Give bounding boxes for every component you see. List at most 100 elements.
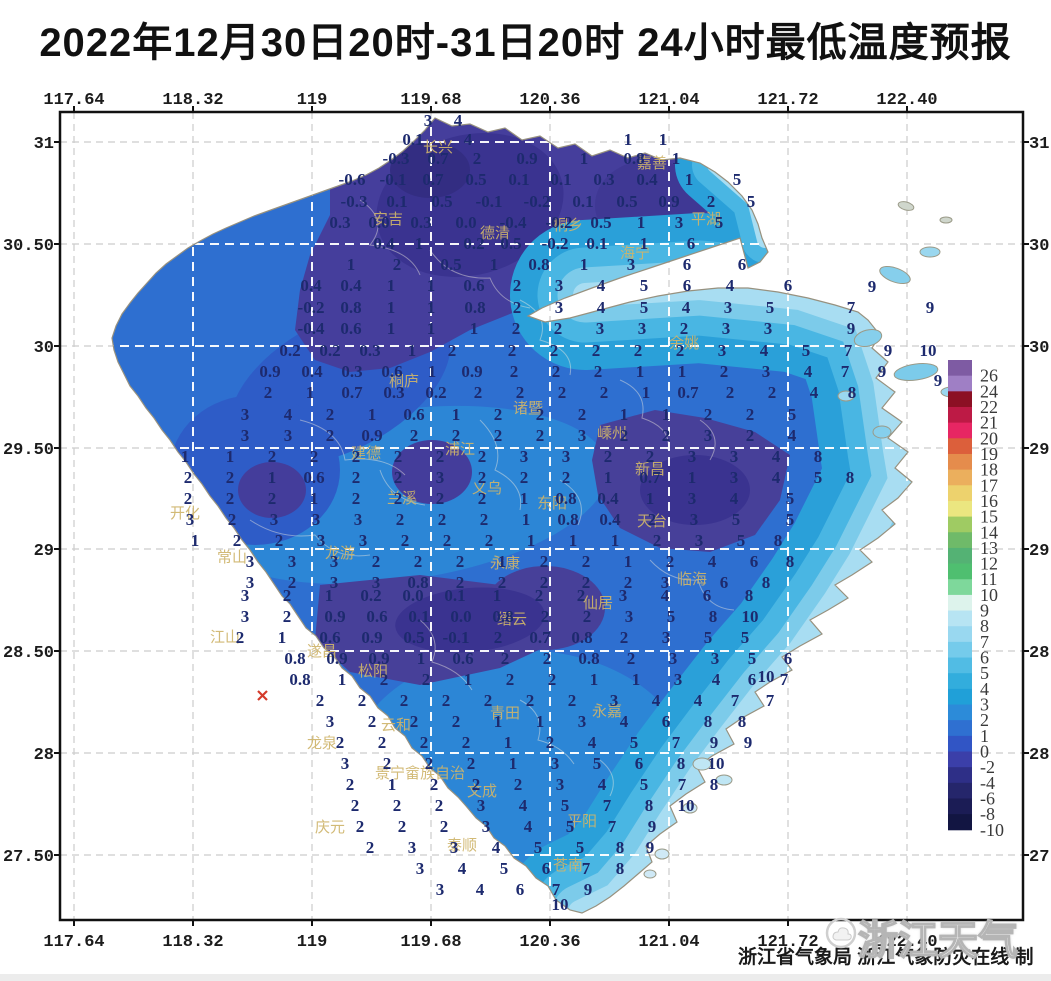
station-value: 2 xyxy=(676,341,685,360)
station-value: 5 xyxy=(737,531,746,550)
station-value: 2 xyxy=(513,298,522,317)
station-value: 2 xyxy=(467,754,476,773)
station-value: 1 xyxy=(624,130,633,149)
station-value: 0.9 xyxy=(658,192,679,211)
legend-value: 15 xyxy=(980,507,998,527)
legend-swatch xyxy=(948,391,972,408)
station-value: 5 xyxy=(640,276,649,295)
station-value: 1 xyxy=(310,489,319,508)
city-label: 浦江 xyxy=(445,441,475,458)
station-value: 1 xyxy=(636,362,645,381)
station-value: 0.5 xyxy=(431,192,452,211)
city-label: 临海 xyxy=(677,571,707,588)
station-value: 4 xyxy=(284,405,293,424)
station-value: 3 xyxy=(722,319,731,338)
legend-swatch xyxy=(948,500,972,518)
station-value: 1 xyxy=(611,531,620,550)
station-value: 1 xyxy=(624,552,633,571)
legend-swatch xyxy=(948,814,972,831)
station-value: 3 xyxy=(675,213,684,232)
station-value: 5 xyxy=(786,489,795,508)
station-value: 0.3 xyxy=(410,213,431,232)
legend-swatch xyxy=(948,688,972,706)
station-value: 0.8 xyxy=(492,607,513,626)
station-value: 3 xyxy=(317,531,326,550)
station-value: 3 xyxy=(690,510,699,529)
station-value: 2 xyxy=(226,489,235,508)
station-value: 5 xyxy=(566,817,575,836)
station-value: 1 xyxy=(536,712,545,731)
station-value: 2 xyxy=(351,796,360,815)
station-value: 6 xyxy=(542,859,551,878)
legend-swatch xyxy=(948,735,972,752)
station-value: 2 xyxy=(372,552,381,571)
city-label: 遂昌 xyxy=(307,643,337,660)
station-value: 2 xyxy=(336,733,345,752)
legend-swatch xyxy=(948,375,972,392)
station-value: 4 xyxy=(598,775,607,794)
station-value: 3 xyxy=(578,426,587,445)
y-tick-label: 30.50 xyxy=(3,237,54,256)
station-value: 3 xyxy=(578,712,587,731)
station-value: 4 xyxy=(492,838,501,857)
station-value: 2 xyxy=(600,383,609,402)
station-value: 2 xyxy=(430,775,439,794)
station-value: 4 xyxy=(712,670,721,689)
station-value: 2 xyxy=(582,552,591,571)
station-value: 2 xyxy=(514,775,523,794)
station-value: 7 xyxy=(731,691,740,710)
station-value: 4 xyxy=(458,859,467,878)
station-value: 0.2 xyxy=(463,234,484,253)
station-value: 5 xyxy=(786,510,795,529)
y-tick-label: 31 xyxy=(34,135,54,154)
station-value: 0.9 xyxy=(326,649,347,668)
station-value: 8 xyxy=(786,552,795,571)
station-value: 3 xyxy=(764,319,773,338)
station-value: 6 xyxy=(748,670,757,689)
y-tick-label: 28.50 xyxy=(3,644,54,663)
legend-swatch xyxy=(948,469,972,486)
legend-swatch xyxy=(948,485,972,502)
station-value: 8 xyxy=(848,383,857,402)
station-value: 9 xyxy=(868,277,877,296)
station-value: 0.8 xyxy=(555,489,576,508)
station-value: 4 xyxy=(694,691,703,710)
station-value: 1 xyxy=(427,319,436,338)
legend-swatch xyxy=(948,422,972,439)
legend-swatch xyxy=(948,610,972,627)
station-value: 9 xyxy=(847,319,856,338)
legend-value: 21 xyxy=(980,413,998,433)
temperature-legend: 2624222120191817161514131211109876543210… xyxy=(948,360,1004,840)
legend-swatch xyxy=(948,798,972,815)
station-value: 7 xyxy=(766,691,775,710)
station-value: 2 xyxy=(746,405,755,424)
station-value: 1 xyxy=(226,447,235,466)
station-value: 3 xyxy=(625,607,634,626)
y-axis-right: 31 30.50 30 29.50 29 28.50 28 27.50 xyxy=(1029,135,1051,867)
station-value: 2 xyxy=(380,670,389,689)
station-value: 2 xyxy=(438,510,447,529)
station-value: 9 xyxy=(878,362,887,381)
station-value: 3 xyxy=(661,573,670,592)
station-value: -0.1 xyxy=(476,192,503,211)
station-value: 8 xyxy=(704,712,713,731)
station-value: 1 xyxy=(498,552,507,571)
station-value: 1 xyxy=(685,170,694,189)
station-value: 3 xyxy=(477,796,486,815)
x-tick-label: 122.40 xyxy=(876,91,937,110)
station-value: 2 xyxy=(478,468,487,487)
station-value: 8 xyxy=(645,796,654,815)
x-tick-label: 121.72 xyxy=(757,91,818,110)
city-label: 青田 xyxy=(490,705,520,722)
station-value: 2 xyxy=(264,383,273,402)
station-value: 6 xyxy=(738,255,747,274)
station-value: 1 xyxy=(325,586,334,605)
station-value: 2 xyxy=(410,712,419,731)
station-value: 3 xyxy=(341,754,350,773)
station-value: 7 xyxy=(582,859,591,878)
city-label: 安吉 xyxy=(373,211,403,228)
station-value: 2 xyxy=(228,510,237,529)
legend-swatch xyxy=(948,532,972,549)
station-value: 0.8 xyxy=(557,510,578,529)
station-value: 2 xyxy=(473,149,482,168)
